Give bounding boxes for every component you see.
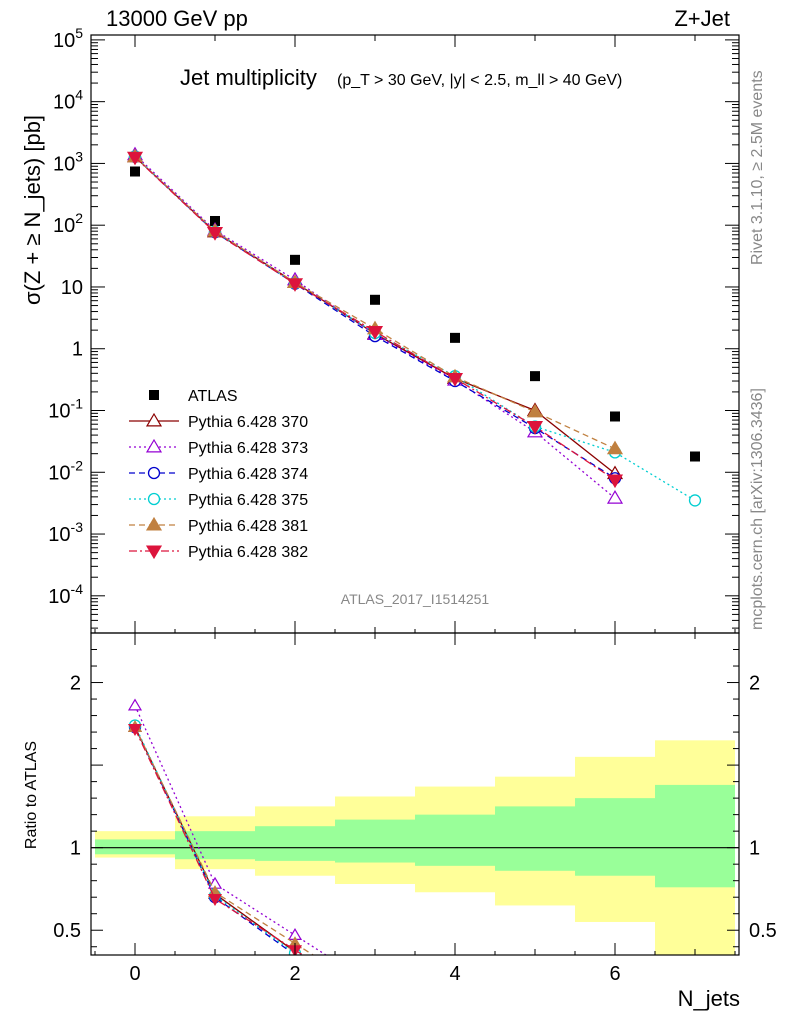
band-inner <box>495 806 575 871</box>
y-tick-label-left: 2 <box>70 673 81 695</box>
y-axis-label-ratio: Ratio to ATLAS <box>23 741 40 849</box>
y-tick-label-left: 0.5 <box>53 920 81 942</box>
y-tick-label: 10 <box>61 277 83 299</box>
legend-label-p382: Pythia 6.428 382 <box>188 544 308 561</box>
x-tick-label: 0 <box>129 963 140 985</box>
legend-marker-p382 <box>145 545 163 560</box>
ratio-line-p374 <box>134 726 296 955</box>
ratio-line-ext-p374 <box>295 954 297 955</box>
point-atlas <box>370 294 380 305</box>
mcplots-label: mcplots.cern.ch [arXiv:1306.3436] <box>749 388 766 630</box>
point-p382 <box>446 372 464 387</box>
legend-label-p373: Pythia 6.428 373 <box>188 440 308 457</box>
point-atlas <box>130 166 140 177</box>
point-p382 <box>286 278 304 292</box>
y-tick-label: 10-1 <box>48 396 83 423</box>
point-atlas <box>210 215 220 226</box>
ratio-line-ext-p382 <box>294 949 304 955</box>
legend-marker-p373 <box>145 438 163 453</box>
ratio-line-ext-p370 <box>294 951 301 955</box>
y-tick-label: 1 <box>72 339 83 361</box>
point-p381 <box>606 440 624 455</box>
y-tick-label-left: 1 <box>70 838 81 860</box>
band-inner <box>335 819 415 863</box>
legend-marker-p374 <box>147 466 161 480</box>
point-atlas <box>290 254 300 265</box>
legend-label-p374: Pythia 6.428 374 <box>188 466 308 483</box>
point-p382 <box>606 474 624 489</box>
legend-label-atlas: ATLAS <box>188 388 238 405</box>
y-axis-label-main: σ(Z + ≥ N_jets) [pb] <box>20 115 45 305</box>
y-tick-label: 103 <box>53 148 83 175</box>
header-right: Z+Jet <box>674 6 730 31</box>
ratio-clip-group <box>91 698 739 955</box>
x-tick-label: 6 <box>609 963 620 985</box>
point-atlas <box>690 451 700 462</box>
y-tick-label: 10-2 <box>48 457 83 484</box>
series-line-p382 <box>134 156 616 481</box>
point-p382 <box>526 421 544 435</box>
point-atlas <box>450 332 460 343</box>
x-axis-label: N_jets <box>678 986 740 1011</box>
point-p373 <box>606 490 624 504</box>
header-left: 13000 GeV pp <box>106 6 248 31</box>
main-title-cuts: (p_T > 30 GeV, |y| < 2.5, m_ll > 40 GeV) <box>337 72 622 89</box>
x-tick-label: 2 <box>289 963 300 985</box>
y-tick-label-right: 2 <box>749 673 760 695</box>
x-tick-labels: 0 2 4 6 <box>129 963 620 985</box>
band-inner <box>95 839 175 855</box>
ratio-panel: 2 2 1 1 0.5 0.5 <box>53 632 777 956</box>
band-inner <box>255 826 335 861</box>
legend: ATLAS Pythia 6.428 370 Pythia 6.428 373 Pyt… <box>129 388 308 561</box>
ratio-point-p382 <box>127 723 143 736</box>
point-p375 <box>688 494 702 507</box>
point-p382 <box>126 151 144 166</box>
x-tick-label: 4 <box>449 963 460 985</box>
y-tick-label: 10-3 <box>48 519 83 546</box>
point-atlas <box>530 371 540 382</box>
y-tick-label: 102 <box>53 210 83 237</box>
band-inner <box>415 814 495 866</box>
legend-marker-p375 <box>147 492 161 506</box>
legend-label-p375: Pythia 6.428 375 <box>188 492 308 509</box>
ratio-line-ext-p375 <box>294 952 299 955</box>
point-atlas <box>610 411 620 422</box>
band-inner <box>655 784 735 888</box>
main-title: Jet multiplicity <box>180 65 317 90</box>
ratio-point-p373 <box>127 698 143 711</box>
legend-label-p370: Pythia 6.428 370 <box>188 414 308 431</box>
legend-marker-atlas <box>149 390 159 400</box>
y-tick-label: 104 <box>53 87 83 114</box>
legend-marker-p381 <box>145 516 163 531</box>
analysis-tag: ATLAS_2017_I1514251 <box>341 591 490 607</box>
y-tick-label-right: 1 <box>749 838 760 860</box>
rivet-label: Rivet 3.1.10, ≥ 2.5M events <box>749 70 766 265</box>
point-p382 <box>206 227 224 241</box>
band-inner <box>575 798 655 876</box>
ratio-point-p382 <box>207 894 223 907</box>
legend-label-p381: Pythia 6.428 381 <box>188 518 308 535</box>
legend-marker-p370 <box>145 412 163 427</box>
point-p382 <box>366 326 384 340</box>
y-tick-label: 105 <box>53 25 83 52</box>
y-tick-label-right: 0.5 <box>749 920 777 942</box>
point-p381 <box>526 403 544 418</box>
y-tick-label: 10-4 <box>48 581 83 608</box>
